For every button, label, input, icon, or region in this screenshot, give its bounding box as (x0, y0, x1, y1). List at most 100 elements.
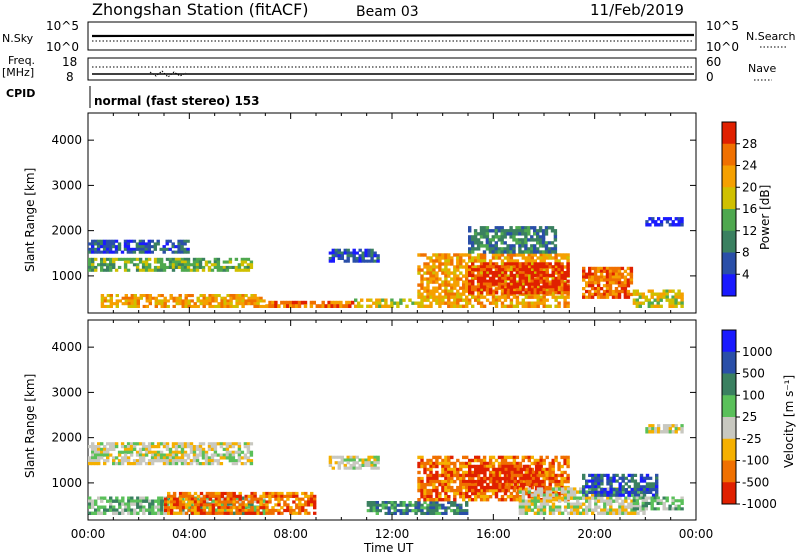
range-cell (500, 292, 505, 296)
range-cell (518, 291, 523, 295)
range-cell (471, 488, 475, 493)
range-cell (462, 253, 466, 257)
range-cell (566, 476, 570, 481)
range-cell (608, 266, 613, 271)
range-cell (121, 496, 125, 500)
range-cell (494, 273, 499, 278)
range-cell (231, 456, 236, 460)
range-cell (99, 242, 104, 246)
range-cell (228, 450, 233, 454)
power-ylabel: Slant Range [km] (23, 168, 37, 272)
range-cell (474, 491, 478, 496)
range-cell (468, 464, 472, 469)
range-cell (548, 256, 552, 260)
range-cell (503, 271, 508, 275)
range-cell (582, 269, 586, 273)
range-cell (566, 259, 570, 263)
range-cell (160, 496, 164, 500)
range-cell (435, 491, 439, 496)
range-cell (479, 291, 484, 295)
range-cell (579, 511, 583, 515)
range-cell (307, 494, 311, 498)
range-cell (509, 279, 514, 283)
range-cell (168, 447, 173, 451)
range-cell (375, 503, 379, 507)
range-cell (352, 248, 356, 252)
range-cell (94, 508, 98, 512)
range-cell (217, 304, 221, 308)
range-cell (656, 499, 660, 503)
range-cell (485, 268, 490, 272)
range-cell (488, 276, 493, 280)
range-cell (579, 502, 583, 506)
range-cell (229, 299, 233, 303)
range-cell (226, 502, 230, 506)
range-cell (180, 242, 184, 246)
range-cell (563, 298, 567, 302)
range-cell (482, 256, 487, 260)
range-cell (235, 296, 239, 300)
range-cell (429, 256, 433, 260)
range-cell (190, 304, 194, 308)
range-cell (426, 473, 430, 478)
range-cell (429, 511, 433, 515)
range-cell (468, 458, 472, 463)
range-cell (438, 503, 442, 507)
range-cell (262, 508, 266, 512)
range-cell (426, 298, 430, 302)
range-cell (485, 271, 490, 275)
range-cell (626, 266, 631, 271)
range-cell (151, 499, 155, 503)
range-cell (612, 511, 616, 515)
range-cell (591, 473, 595, 477)
range-cell (516, 479, 520, 484)
range-cell (342, 304, 346, 308)
range-cell (121, 296, 125, 300)
range-cell (620, 266, 625, 271)
range-cell (553, 235, 558, 239)
range-cell (178, 294, 182, 298)
range-cell (109, 508, 113, 512)
range-cell (423, 488, 427, 493)
range-cell (633, 482, 638, 486)
range-cell (414, 509, 418, 513)
range-cell (144, 263, 149, 267)
range-cell (485, 238, 490, 242)
range-cell (244, 299, 248, 303)
range-cell (630, 488, 634, 492)
range-cell (256, 299, 260, 303)
range-cell (210, 263, 215, 267)
range-cell (513, 464, 517, 469)
range-cell (423, 506, 427, 510)
range-cell (654, 223, 658, 227)
range-cell (180, 265, 185, 269)
range-cell (438, 262, 442, 266)
range-cell (590, 272, 595, 276)
range-cell (510, 470, 514, 475)
range-cell (507, 482, 511, 487)
range-cell (186, 442, 191, 446)
range-cell (588, 473, 592, 477)
range-cell (180, 445, 185, 449)
range-cell (183, 445, 188, 449)
range-cell (435, 301, 439, 305)
range-cell (630, 511, 634, 515)
range-cell (656, 298, 660, 302)
range-cell (544, 232, 549, 236)
range-cell (509, 271, 514, 275)
range-cell (566, 464, 570, 469)
range-cell (241, 503, 245, 507)
range-cell (229, 500, 233, 504)
colorbar-swatch (722, 252, 736, 275)
range-cell (183, 250, 187, 254)
range-cell (515, 268, 520, 272)
range-cell (476, 292, 481, 296)
range-cell (168, 239, 172, 243)
range-cell (147, 450, 152, 454)
range-cell (274, 497, 278, 501)
range-cell (488, 470, 493, 475)
range-cell (597, 487, 601, 491)
range-cell (238, 497, 242, 501)
range-cell (438, 506, 442, 510)
range-cell (225, 450, 230, 454)
